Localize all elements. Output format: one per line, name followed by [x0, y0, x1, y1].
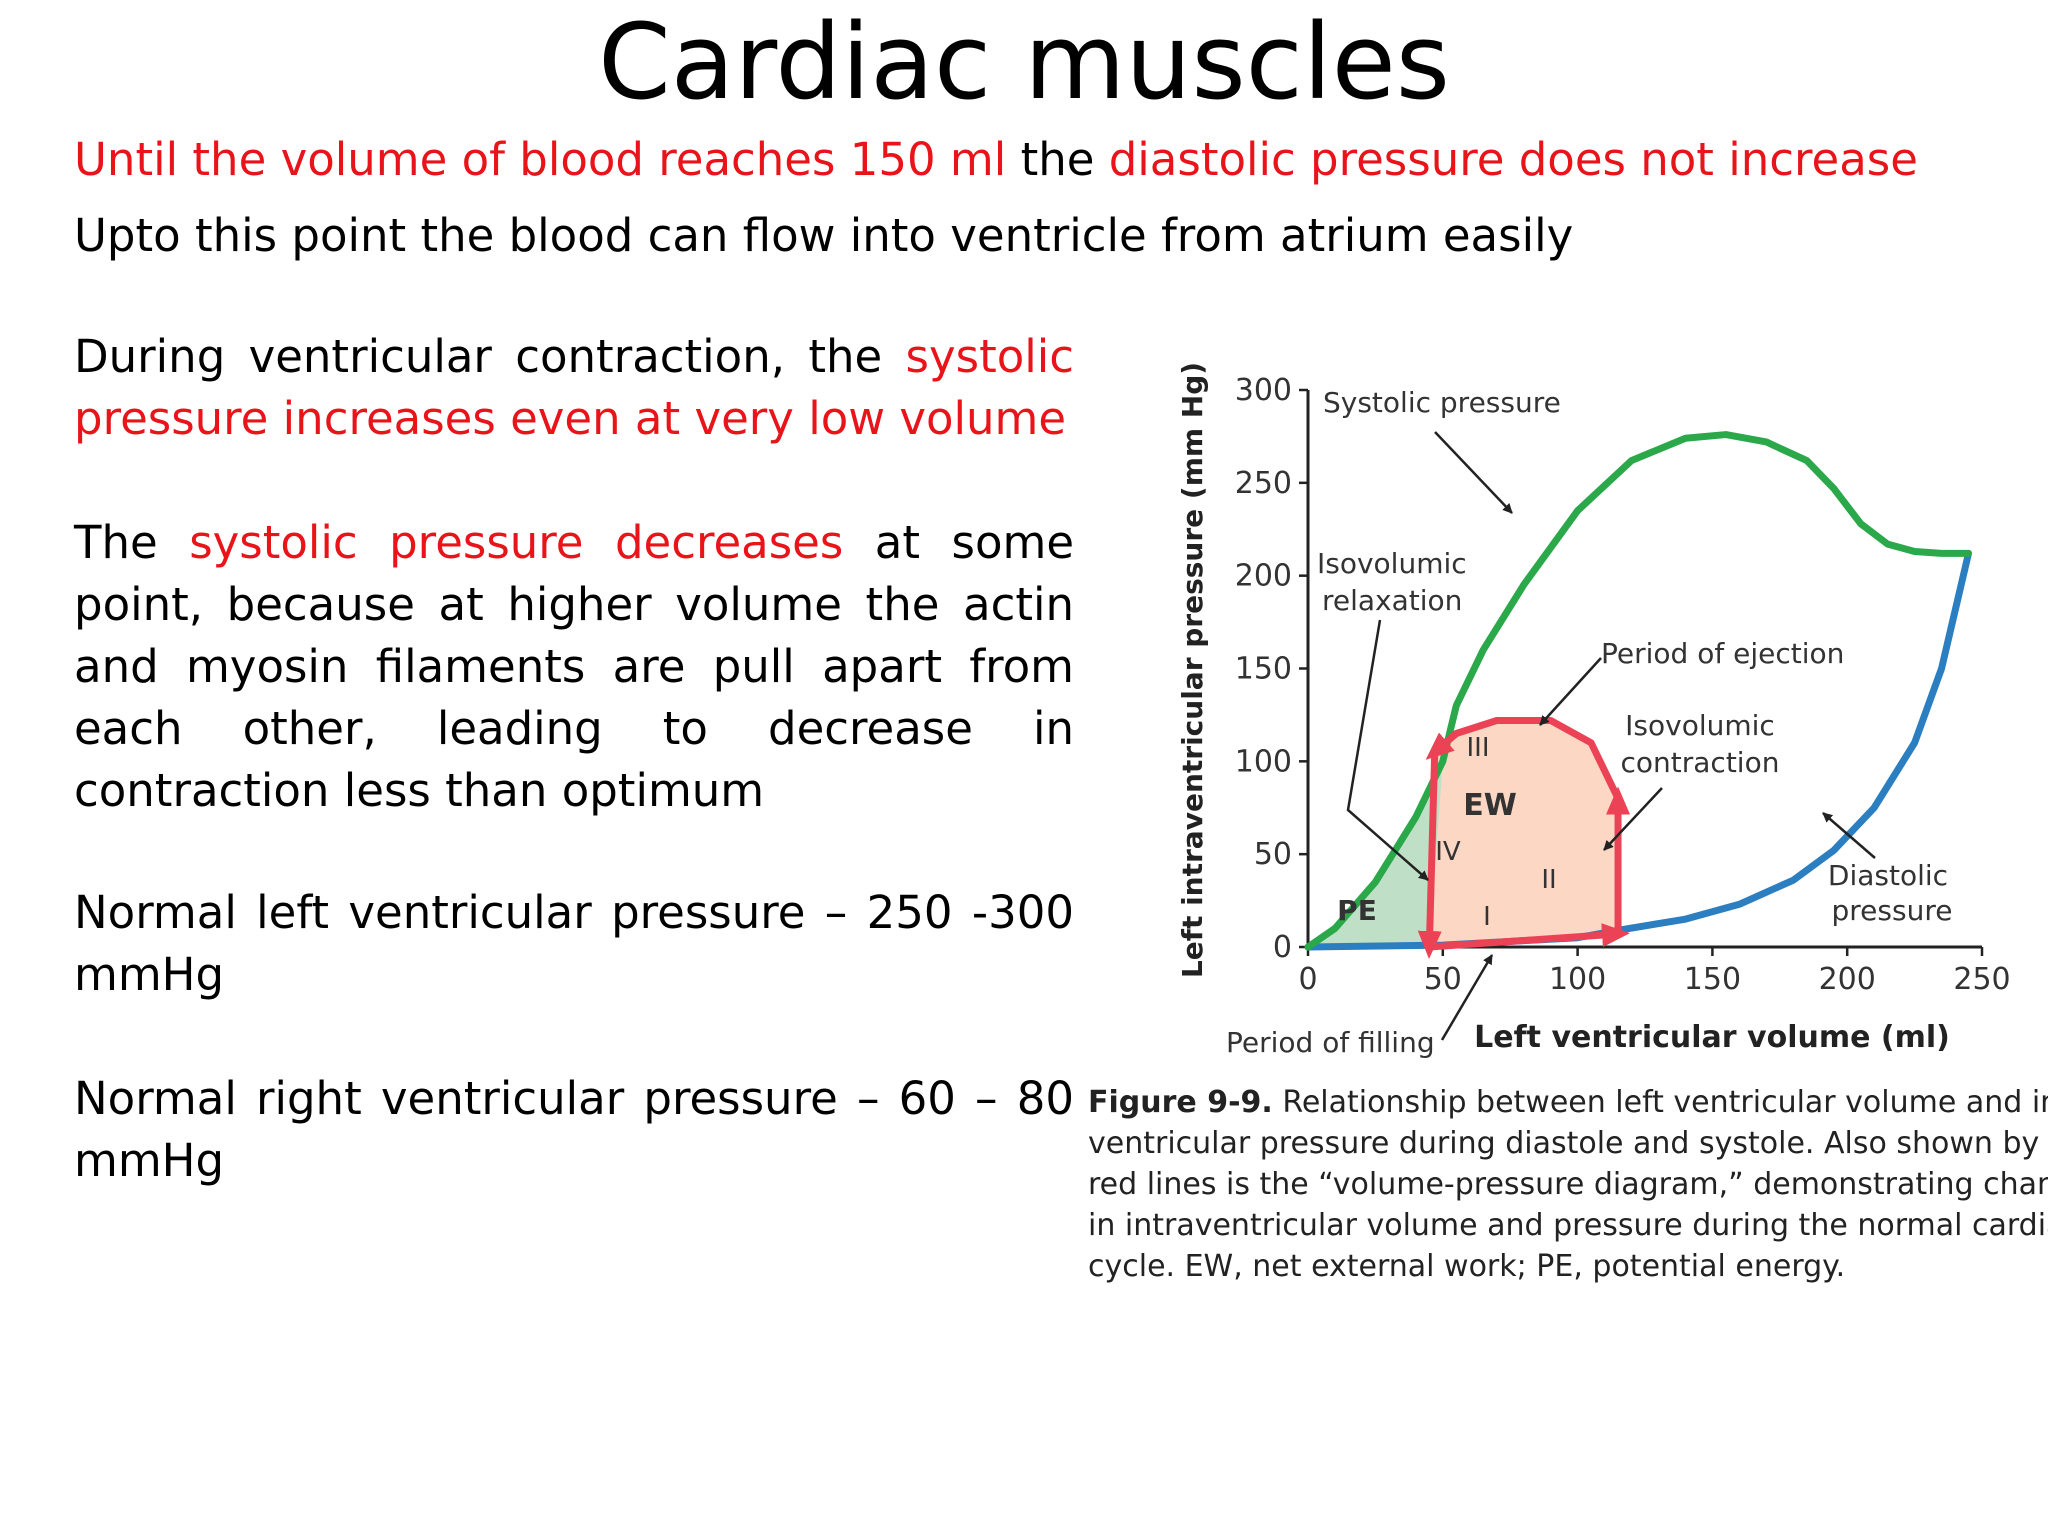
chart-annotations: Systolic pressure Isovolumic relaxation … [1088, 386, 2048, 1284]
y-tick-label: 50 [1254, 837, 1292, 872]
y-axis-label: Left intraventricular pressure (mm Hg) [1176, 362, 1209, 978]
intro-line-2: Upto this point the blood can flow into … [74, 209, 1574, 262]
loop-phase-iv-isovolumic-relaxation [1417, 751, 1442, 959]
chart-series [1304, 431, 1973, 959]
arrow-isovolumic-contraction [1603, 787, 1663, 851]
paragraph-systolic-increase: During ventricular contraction, the syst… [74, 326, 1074, 450]
arrow-filling [1440, 954, 1494, 1041]
x-tick-label: 0 [1298, 962, 1317, 997]
paragraph-left-pressure: Normal left ventricular pressure – 250 -… [74, 886, 1074, 1001]
label-ew: EW [1463, 788, 1517, 823]
label-isovolumic-contraction-2: contraction [1621, 746, 1780, 779]
highlight-volume: Until the volume of blood reaches 150 ml [74, 133, 1007, 186]
page-title: Cardiac muscles [598, 1, 1450, 123]
arrow-ejection [1539, 657, 1602, 726]
x-tick-label: 250 [1953, 962, 2010, 997]
chart-axes: 0 50 100 150 200 250 0 50 100 150 200 250 300 Left ve… [1176, 362, 2011, 1055]
caption-line-3: red lines is the “volume-pressure diagra… [1088, 1167, 2048, 1202]
y-tick-label: 100 [1235, 744, 1292, 779]
y-tick-label: 0 [1273, 930, 1292, 965]
x-tick-label: 100 [1549, 962, 1606, 997]
region-ew [1429, 720, 1619, 947]
x-axis-label: Left ventricular volume (ml) [1474, 1020, 1950, 1055]
label-phase-iv: IV [1435, 837, 1461, 867]
label-period-of-ejection: Period of ejection [1601, 637, 1844, 670]
p2-highlight: systolic pressure decreases [189, 516, 844, 569]
caption-line-2: ventricular pressure during diastole and… [1088, 1126, 2048, 1161]
x-tick-label: 200 [1819, 962, 1876, 997]
arrow-systolic [1434, 431, 1513, 514]
label-period-of-filling: Period of filling [1226, 1026, 1435, 1059]
label-diastolic-pressure-2: pressure [1832, 894, 1953, 927]
arrow-isovolumic-relaxation [1346, 619, 1429, 881]
label-pe: PE [1337, 894, 1377, 927]
p2-text: at some point, because at higher volume … [74, 516, 1075, 817]
y-tick-label: 300 [1235, 373, 1292, 408]
x-tick-label: 50 [1424, 962, 1462, 997]
caption-line-1: Figure 9-9. Relationship between left ve… [1088, 1085, 2048, 1120]
label-diastolic-pressure-1: Diastolic [1828, 859, 1948, 892]
plot-area [1308, 720, 1619, 947]
x-tick-label: 150 [1684, 962, 1741, 997]
caption-line-5: cycle. EW, net external work; PE, potent… [1088, 1249, 1845, 1284]
paragraph-right-pressure: Normal right ventricular pressure – 60 –… [74, 1072, 1074, 1187]
label-isovolumic-relaxation-1: Isovolumic [1317, 547, 1467, 580]
caption-figure-number: Figure 9-9. [1088, 1085, 1273, 1120]
caption-line-4: in intraventricular volume and pressure … [1088, 1208, 2048, 1243]
volume-pressure-figure: 0 50 100 150 200 250 0 50 100 150 200 250 300 Left ve… [1088, 362, 2048, 1284]
series-systolic-pressure [1304, 431, 1973, 951]
line1-connector: the [1006, 133, 1109, 186]
caption-line-1-text: Relationship between left ventricular vo… [1273, 1085, 2048, 1120]
label-isovolumic-relaxation-2: relaxation [1322, 584, 1462, 617]
p2-pre: The [74, 516, 190, 569]
y-tick-label: 200 [1235, 559, 1292, 594]
p1-highlight: systolic pressure increases even at very… [74, 330, 1074, 445]
label-phase-ii: II [1541, 865, 1556, 895]
region-pe [1308, 761, 1443, 947]
loop-phase-i-filling [1429, 923, 1631, 951]
label-isovolumic-contraction-1: Isovolumic [1625, 709, 1775, 742]
label-systolic-pressure: Systolic pressure [1323, 386, 1561, 419]
label-phase-iii: III [1466, 733, 1489, 763]
highlight-diastolic: diastolic pressure does not increase [1108, 133, 1918, 186]
y-tick-label: 150 [1235, 652, 1292, 687]
label-phase-i: I [1483, 902, 1491, 932]
y-tick-label: 250 [1235, 466, 1292, 501]
loop-phase-iii-arrow [1425, 730, 1459, 760]
intro-line-1: Until the volume of blood reaches 150 ml… [74, 130, 1918, 190]
arrow-diastolic [1822, 812, 1876, 859]
paragraph-systolic-decrease: The systolic pressure decreases at some … [74, 512, 1074, 822]
p1-text: During ventricular contraction, the [74, 330, 906, 383]
